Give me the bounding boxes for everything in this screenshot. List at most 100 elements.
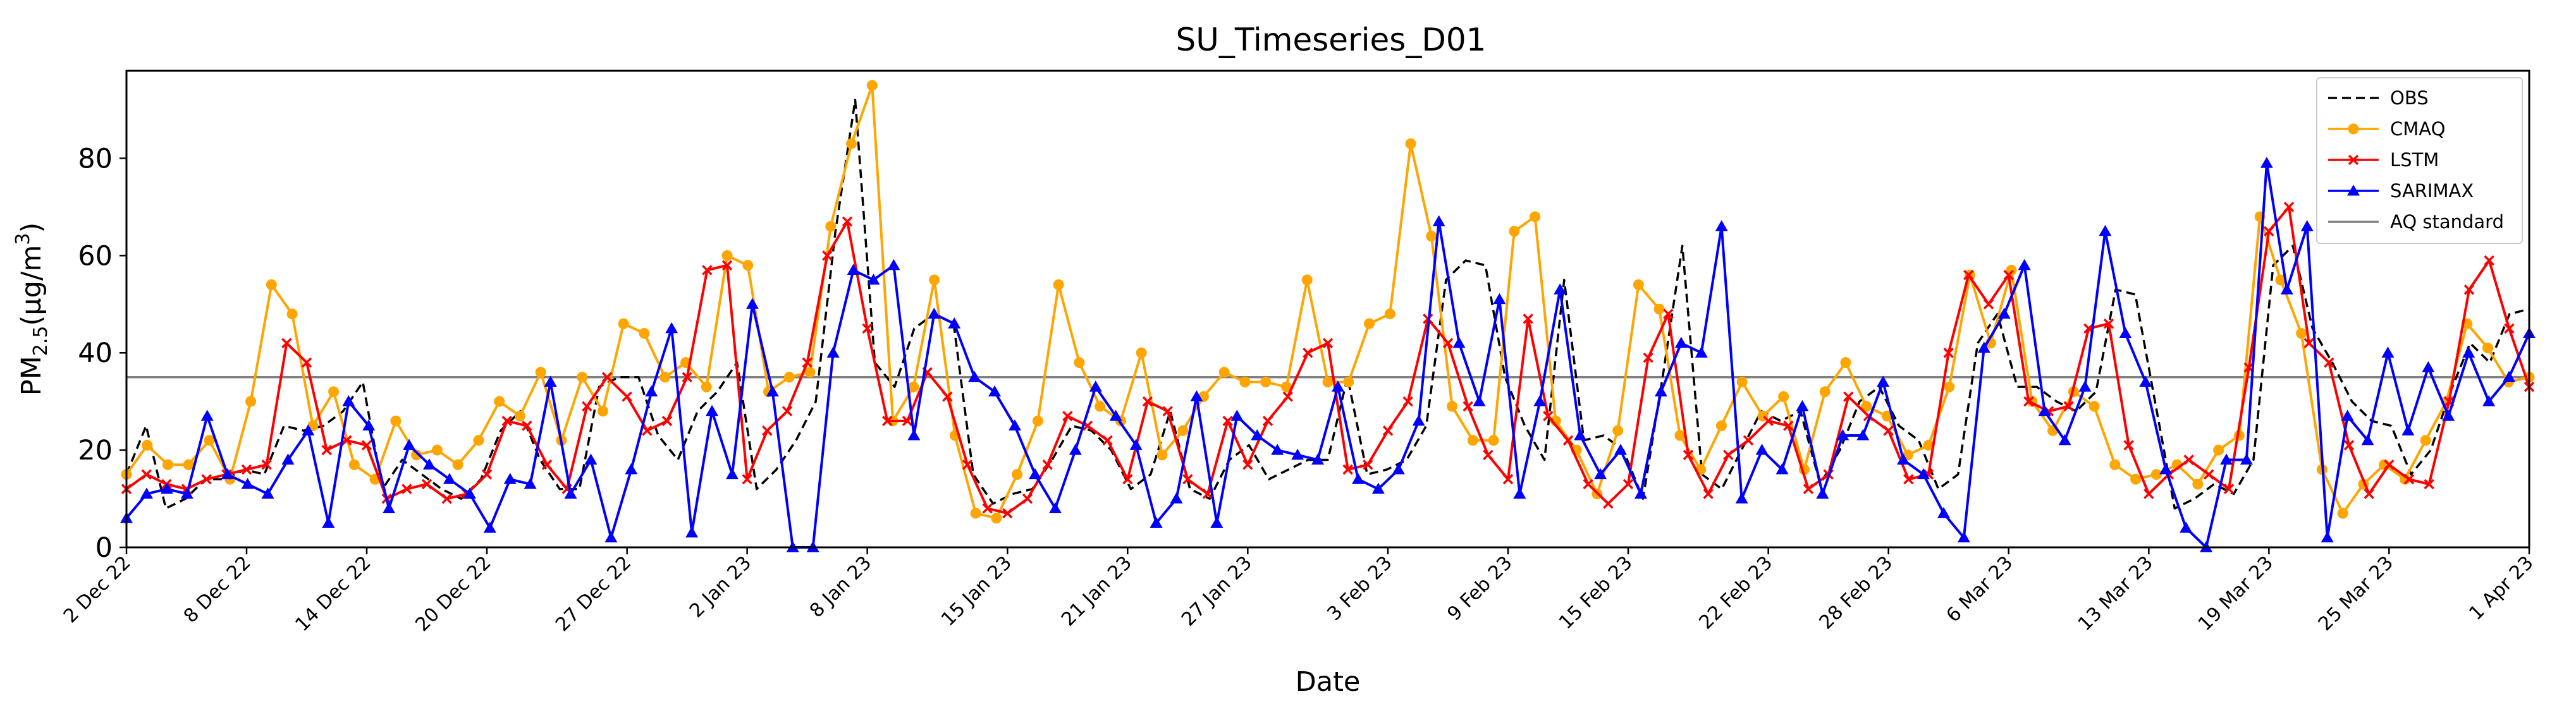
data-point xyxy=(503,473,517,484)
data-point xyxy=(2361,434,2374,446)
data-point xyxy=(1836,429,1849,441)
data-point xyxy=(908,381,919,393)
data-point xyxy=(665,322,678,334)
data-point xyxy=(2006,264,2017,276)
data-point xyxy=(2484,255,2494,266)
data-point xyxy=(1069,444,1082,455)
data-point xyxy=(301,357,312,368)
data-point xyxy=(452,459,463,470)
data-point xyxy=(2364,489,2374,499)
y-tick-label: 60 xyxy=(78,240,113,272)
data-point xyxy=(907,429,921,441)
data-point xyxy=(463,487,476,499)
legend: OBS CMAQ LSTM SARIMAX AQ standard xyxy=(2316,77,2523,244)
data-point xyxy=(1022,493,1033,504)
data-point xyxy=(402,484,412,494)
data-point xyxy=(1736,376,1748,387)
data-point xyxy=(1182,474,1193,485)
data-point xyxy=(1177,425,1189,436)
data-point xyxy=(241,464,252,475)
data-point xyxy=(1129,439,1143,450)
data-point xyxy=(618,318,629,329)
data-point xyxy=(988,385,1002,397)
data-point xyxy=(1819,386,1831,398)
data-point xyxy=(1343,376,1354,387)
data-point xyxy=(1230,410,1244,421)
data-point xyxy=(701,381,712,393)
data-point xyxy=(1102,435,1113,446)
data-point xyxy=(411,449,422,461)
data-point xyxy=(1614,444,1628,455)
data-point xyxy=(1703,489,1714,499)
data-point xyxy=(2058,434,2071,446)
data-point xyxy=(2420,435,2431,446)
legend-box xyxy=(2316,77,2523,244)
data-point xyxy=(862,323,873,334)
data-point xyxy=(1743,435,1754,446)
data-point xyxy=(342,395,355,406)
x-axis-label: Date xyxy=(1296,666,1361,698)
data-point xyxy=(625,463,638,475)
data-point xyxy=(2422,361,2435,372)
data-point xyxy=(1883,425,1894,436)
legend-label: AQ standard xyxy=(2390,211,2504,233)
data-point xyxy=(1763,415,1774,427)
data-point xyxy=(1583,478,1593,490)
data-point xyxy=(541,459,553,470)
data-point xyxy=(1271,444,1284,455)
data-point xyxy=(597,406,608,417)
data-point xyxy=(1594,468,1607,480)
data-point xyxy=(622,391,632,402)
data-point xyxy=(2063,401,2074,412)
data-point xyxy=(847,264,860,275)
data-point xyxy=(902,415,913,427)
data-point xyxy=(2300,220,2314,231)
data-point xyxy=(1042,459,1053,470)
data-point xyxy=(1222,415,1233,427)
data-point xyxy=(1977,341,1990,353)
data-point xyxy=(1723,449,1734,461)
data-point xyxy=(2123,440,2134,451)
data-point xyxy=(659,372,671,383)
data-point xyxy=(1603,498,1614,509)
data-point xyxy=(1674,430,1686,441)
data-point xyxy=(970,508,981,519)
data-point xyxy=(866,80,878,91)
data-point xyxy=(1402,396,1413,407)
data-point xyxy=(639,327,650,339)
data-point xyxy=(1322,376,1334,387)
data-point xyxy=(2099,224,2112,236)
legend-entry: CMAQ xyxy=(2328,118,2445,140)
data-point xyxy=(1562,435,1574,446)
y-axis-label-unit-sup: 3 xyxy=(12,233,34,245)
data-point xyxy=(281,338,292,349)
data-point xyxy=(1371,482,1385,494)
data-point xyxy=(2088,401,2100,412)
data-point xyxy=(266,279,277,291)
data-point xyxy=(1467,435,1478,446)
data-point xyxy=(1089,380,1102,392)
data-point xyxy=(2348,123,2359,135)
data-point xyxy=(535,367,546,378)
data-point xyxy=(1881,410,1892,422)
data-point xyxy=(2183,454,2194,465)
data-point xyxy=(2296,327,2307,339)
data-point xyxy=(2204,469,2214,480)
chart-title: SU_Timeseries_D01 xyxy=(1176,21,1487,58)
data-point xyxy=(2424,478,2434,490)
data-point xyxy=(1937,507,1950,518)
data-point xyxy=(2023,396,2034,407)
data-point xyxy=(524,477,537,489)
y-tick-label: 80 xyxy=(78,143,113,174)
data-point xyxy=(1923,439,1934,451)
series-layer xyxy=(120,80,2536,552)
legend-label: LSTM xyxy=(2390,149,2439,171)
data-point xyxy=(1032,415,1043,427)
data-point xyxy=(1983,299,1994,310)
data-point xyxy=(882,415,893,427)
data-point xyxy=(2139,375,2152,387)
data-point xyxy=(825,221,837,232)
data-point xyxy=(2403,474,2415,485)
data-point xyxy=(2341,410,2354,421)
data-point xyxy=(745,298,759,309)
